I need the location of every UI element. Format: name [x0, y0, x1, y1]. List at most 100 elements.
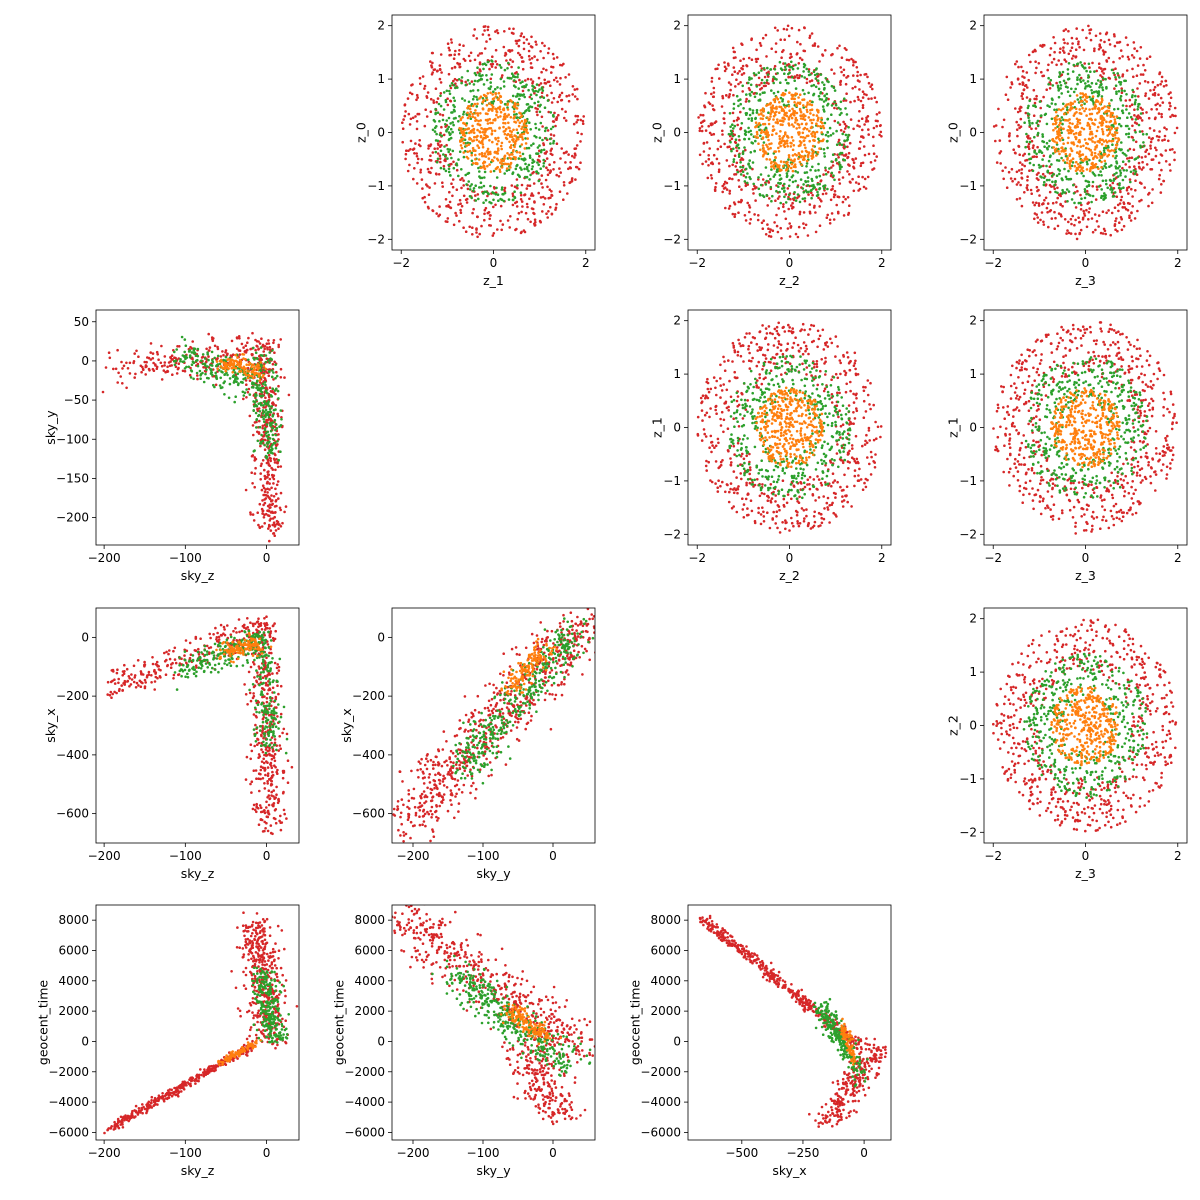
point-outer: [727, 500, 731, 504]
point-outer: [1091, 61, 1094, 65]
point-outer: [504, 52, 508, 56]
point-outer: [852, 59, 855, 62]
point-outer: [790, 521, 794, 525]
point-middle: [1061, 122, 1064, 126]
point-outer: [826, 213, 829, 217]
point-inner: [791, 93, 794, 97]
point-middle: [517, 174, 521, 178]
point-middle: [516, 116, 519, 119]
point-outer: [491, 234, 495, 237]
point-middle: [794, 179, 797, 183]
point-outer: [1152, 129, 1156, 132]
point-outer: [1020, 94, 1023, 98]
point-outer: [559, 76, 562, 80]
point-middle: [434, 150, 438, 154]
point-middle: [766, 66, 769, 70]
point-inner: [1054, 110, 1058, 114]
point-outer: [1025, 186, 1029, 189]
point-outer: [767, 234, 771, 238]
point-outer: [846, 156, 849, 160]
point-outer: [1070, 36, 1074, 40]
point-outer: [706, 396, 710, 400]
point-outer: [701, 162, 704, 166]
point-outer: [766, 223, 769, 226]
point-middle: [516, 75, 519, 79]
point-middle: [1083, 196, 1087, 200]
point-outer: [1158, 135, 1161, 139]
point-inner: [1115, 144, 1119, 147]
point-outer: [700, 129, 704, 133]
point-middle: [833, 100, 836, 104]
point-outer: [496, 228, 499, 231]
point-outer: [483, 218, 486, 222]
point-outer: [1141, 130, 1144, 133]
point-middle: [1116, 72, 1119, 75]
point-middle: [732, 102, 736, 106]
point-outer: [450, 67, 454, 70]
point-outer: [775, 329, 779, 333]
point-outer: [838, 409, 841, 413]
point-inner: [1095, 129, 1099, 133]
point-inner: [510, 130, 513, 134]
point-middle: [802, 183, 805, 186]
points-p01: [401, 25, 585, 239]
point-outer: [1155, 135, 1159, 138]
point-middle: [1121, 178, 1125, 182]
point-inner: [820, 116, 823, 120]
point-inner: [1062, 142, 1065, 145]
point-outer: [1041, 202, 1045, 205]
point-outer: [868, 462, 871, 466]
point-outer: [1126, 186, 1129, 190]
point-outer: [542, 56, 545, 60]
point-outer: [805, 77, 809, 81]
point-outer: [824, 169, 827, 172]
point-outer: [773, 221, 776, 224]
point-inner: [1090, 153, 1094, 157]
point-inner: [768, 158, 772, 161]
point-middle: [750, 119, 754, 122]
point-middle: [457, 158, 460, 161]
point-inner: [762, 146, 765, 150]
point-outer: [782, 497, 786, 501]
point-outer: [436, 97, 440, 100]
point-outer: [783, 330, 787, 333]
point-middle: [1066, 72, 1070, 76]
point-outer: [581, 122, 585, 125]
point-inner: [1093, 123, 1096, 126]
point-outer: [1048, 53, 1052, 57]
point-outer: [803, 517, 806, 520]
point-outer: [786, 342, 790, 346]
point-outer: [824, 49, 827, 52]
point-outer: [430, 66, 434, 69]
point-outer: [1053, 187, 1056, 191]
point-outer: [752, 192, 755, 195]
point-inner: [1100, 166, 1103, 169]
point-middle: [1100, 95, 1104, 98]
point-outer: [796, 196, 799, 200]
point-outer: [1100, 70, 1104, 73]
point-outer: [403, 114, 407, 118]
point-middle: [1060, 177, 1064, 180]
point-outer: [796, 520, 799, 523]
point-outer: [1115, 195, 1119, 198]
point-outer: [438, 67, 442, 71]
point-outer: [1049, 47, 1053, 50]
point-outer: [847, 58, 851, 62]
point-outer: [748, 88, 752, 92]
point-inner: [1068, 153, 1072, 156]
point-outer: [1150, 201, 1154, 205]
point-inner: [791, 154, 795, 157]
point-outer: [1073, 223, 1076, 227]
point-middle: [740, 122, 744, 125]
point-outer: [760, 221, 764, 225]
point-outer: [1156, 102, 1159, 106]
point-middle: [748, 76, 751, 79]
point-outer: [1034, 60, 1037, 63]
point-outer: [1135, 74, 1139, 77]
point-outer: [764, 336, 768, 340]
point-outer: [745, 97, 748, 101]
point-middle: [816, 72, 819, 76]
point-outer: [830, 212, 834, 215]
point-middle: [779, 67, 783, 70]
point-inner: [813, 131, 817, 135]
